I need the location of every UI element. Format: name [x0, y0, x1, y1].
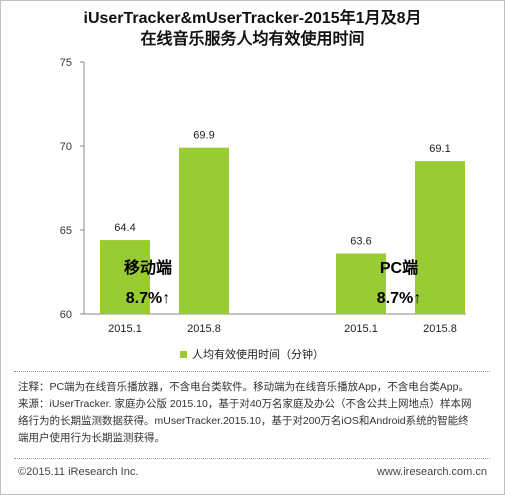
note-line-2: 来源：iUserTracker. 家庭办公版 2015.10，基于对40万名家庭… [18, 398, 472, 410]
chart-title-line1: iUserTracker&mUserTracker-2015年1月及8月 [83, 10, 422, 27]
divider-top [14, 371, 490, 372]
notes: 注释：PC端为在线音乐播放器，不含电台类软件。移动端为在线音乐播放App，不含电… [18, 379, 490, 447]
copyright: ©2015.11 iResearch Inc. [18, 466, 139, 478]
note-line-4: 端用户使用行为长期监测获得。 [18, 432, 165, 444]
y-tick-label-0: 60 [60, 309, 72, 321]
annotation-growth-g1: 8.7%↑ [377, 290, 421, 307]
category-label-g1-b1: 2015.8 [423, 323, 457, 335]
y-tick-label-3: 75 [60, 57, 72, 69]
bar-chart: 60 65 70 75 64.4 2015.1 69.9 2015.8 移动端 8.7%↑ 63.6… [60, 57, 466, 335]
chart-title: iUserTracker&mUserTracker-2015年1月及8月 在线音… [0, 8, 505, 50]
data-label-g1-b1: 69.1 [429, 143, 450, 155]
bar-g1-b1 [415, 161, 465, 314]
y-tick-label-1: 65 [60, 225, 72, 237]
chart-title-line2: 在线音乐服务人均有效使用时间 [140, 31, 365, 48]
bar-g0-b0 [100, 240, 150, 314]
legend-label: 人均有效使用时间（分钟） [192, 349, 324, 361]
data-label-g1-b0: 63.6 [350, 236, 371, 248]
annotation-title-g0: 移动端 [124, 258, 172, 277]
bar-g0-b1 [179, 147, 229, 314]
y-tick-label-2: 70 [60, 141, 72, 153]
website: www.iresearch.com.cn [376, 466, 487, 478]
data-label-g0-b1: 69.9 [193, 130, 214, 142]
divider-bottom [14, 458, 490, 459]
legend: 人均有效使用时间（分钟） [180, 346, 324, 362]
note-line-1: 注释：PC端为在线音乐播放器，不含电台类软件。移动端为在线音乐播放App，不含电… [18, 381, 469, 393]
category-label-g0-b0: 2015.1 [108, 323, 142, 335]
bar-g1-b0 [336, 253, 386, 314]
legend-swatch [180, 350, 187, 358]
data-label-g0-b0: 64.4 [114, 222, 135, 234]
annotation-title-g1: PC端 [380, 258, 418, 277]
category-label-g1-b0: 2015.1 [344, 323, 378, 335]
note-line-3: 络行为的长期监测数据获得。mUserTracker.2015.10，基于对200… [18, 415, 469, 427]
category-label-g0-b1: 2015.8 [187, 323, 221, 335]
annotation-growth-g0: 8.7%↑ [126, 290, 170, 307]
